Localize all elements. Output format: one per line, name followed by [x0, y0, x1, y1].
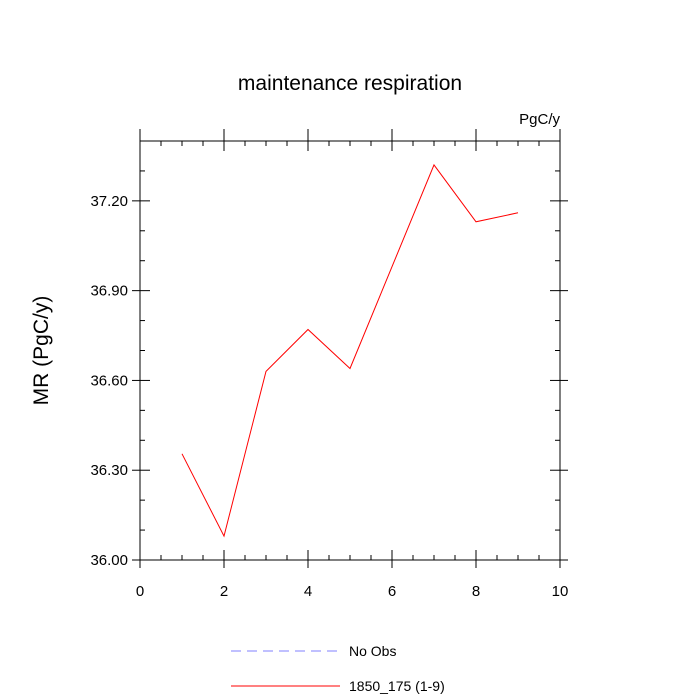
x-tick-label: 0	[136, 583, 144, 600]
y-axis-ticks: 36.00 36.30 36.60 36.90 37.20	[90, 140, 568, 569]
legend-label: 1850_175 (1-9)	[349, 678, 445, 694]
x-tick-label: 6	[388, 583, 396, 600]
y-axis-label: MR (PgC/y)	[30, 296, 53, 406]
chart-title: maintenance respiration	[238, 72, 462, 95]
legend-label: No Obs	[349, 643, 396, 659]
legend: No Obs 1850_175 (1-9)	[231, 643, 445, 694]
units-label: PgC/y	[519, 111, 560, 128]
series-layer	[181, 163, 519, 538]
x-tick-label: 10	[552, 583, 569, 600]
y-tick-label: 36.90	[90, 283, 128, 300]
y-tick-label: 36.00	[90, 552, 128, 569]
y-tick-label: 37.20	[90, 193, 128, 210]
series-line-1	[181, 163, 519, 538]
x-tick-label: 8	[472, 583, 480, 600]
y-tick-label: 36.60	[90, 372, 128, 389]
x-tick-label: 2	[220, 583, 228, 600]
x-axis-ticks: 0 2 4 6 8 10	[136, 129, 569, 600]
y-tick-label: 36.30	[90, 462, 128, 479]
plot-frame	[139, 140, 561, 561]
x-tick-label: 4	[304, 583, 312, 600]
